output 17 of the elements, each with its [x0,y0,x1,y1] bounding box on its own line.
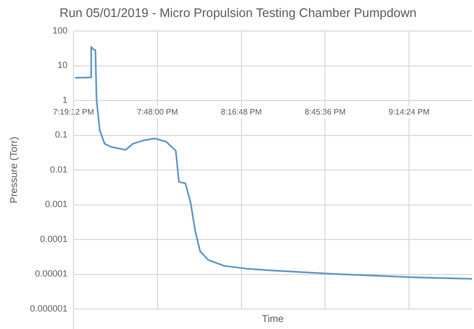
y-tick-label: 0.1 [55,130,68,140]
y-tick-label: 1 [62,94,68,105]
x-tick-label: 7:48:00 PM [136,108,178,117]
x-tick-label: 9:14:24 PM [388,108,430,117]
y-tick-label: 100 [52,25,68,36]
x-tick-label: 8:16:48 PM [220,108,262,117]
x-axis-title: Time [262,314,284,325]
y-axis-title: Pressure (Torr) [8,136,20,204]
y-tick-label: 0.00001 [34,268,68,279]
y-tick-label: 10 [58,60,68,70]
y-tick-label: 0.01 [50,164,68,174]
x-tick-label: 7:19:12 PM [53,108,94,117]
y-tick-label: 0.001 [45,199,68,210]
y-tick-label: 0.000001 [30,303,68,314]
y-tick-label: 0.0001 [40,234,68,244]
chart-title: Run 05/01/2019 - Micro Propulsion Testing Chamber Pumpdown [60,6,416,20]
x-tick-label: 8:45:36 PM [304,108,346,117]
